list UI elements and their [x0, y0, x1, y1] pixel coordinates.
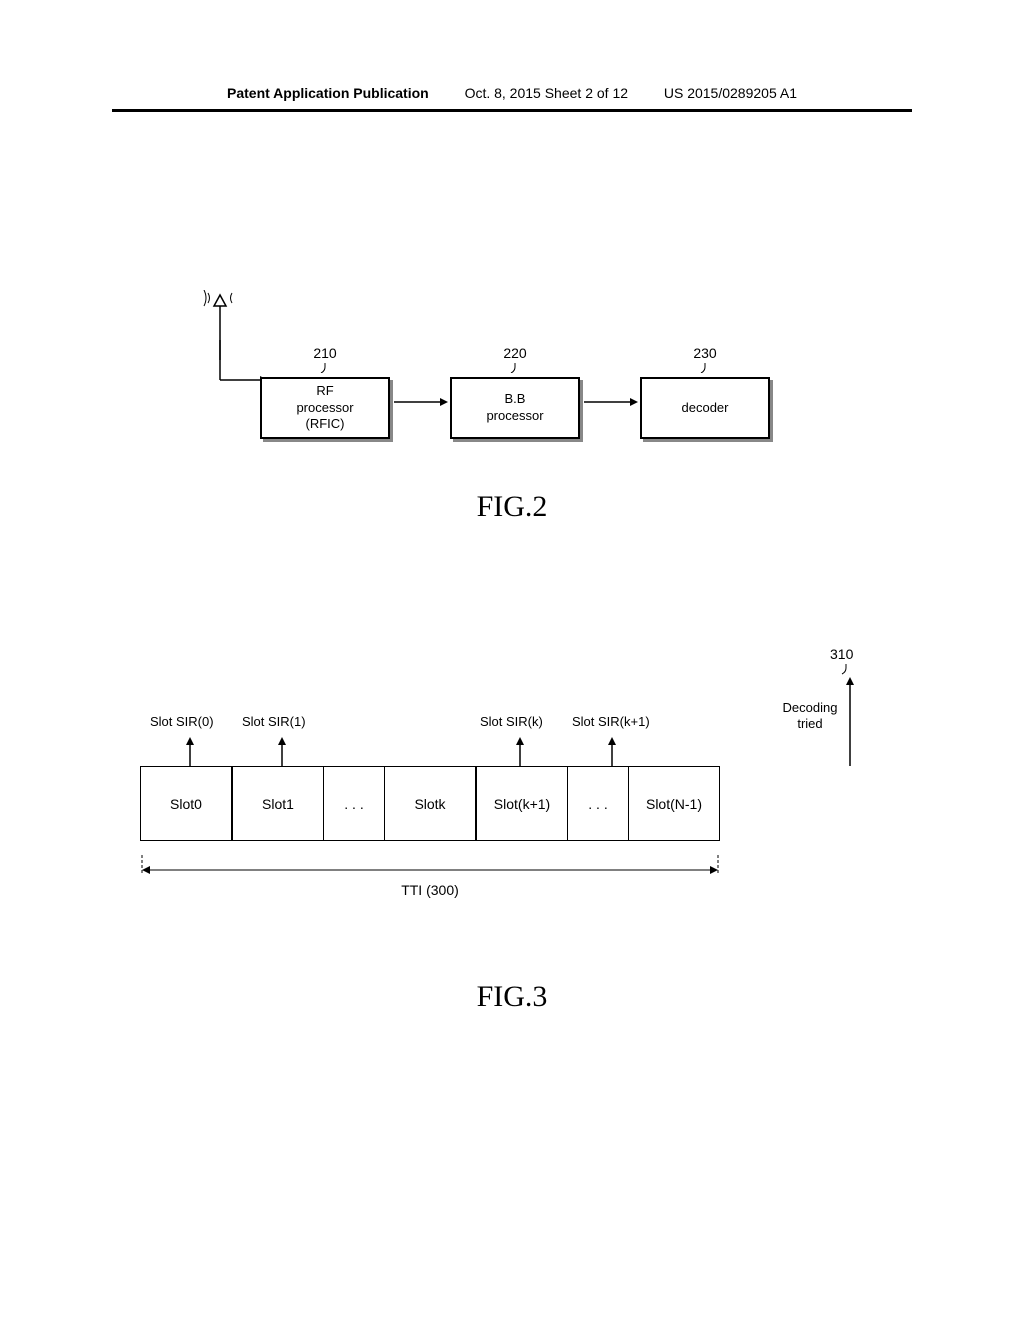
- up-arrow-icon: [184, 736, 196, 766]
- header-publication: Patent Application Publication: [227, 85, 429, 101]
- sir-label: Slot SIR(k+1): [572, 714, 650, 729]
- block-group-rf: 210 RF processor (RFIC): [260, 345, 390, 439]
- ref-310-tick: [840, 664, 852, 676]
- sir-labels-row: Slot SIR(0) Slot SIR(1) Slot SIR(k) Slot SI…: [140, 700, 870, 740]
- ref-tick-icon: [319, 363, 331, 373]
- fig3-diagram: 310 Slot SIR(0)Slot SIR(1)Slot SIR(k)Slo…: [140, 700, 870, 960]
- ref-220: 220: [503, 345, 526, 361]
- block-group-bb: 220 B.B processor: [450, 345, 580, 439]
- tti-label: TTI (300): [140, 882, 720, 898]
- rf-line2: processor: [296, 400, 353, 417]
- slot-box: Slot0: [140, 766, 232, 841]
- sir-label: Slot SIR(0): [150, 714, 214, 729]
- decoder-block: decoder: [640, 377, 770, 439]
- tti-dimension-arrow: [140, 855, 870, 885]
- up-arrow-icon: [514, 736, 526, 766]
- rf-line3: (RFIC): [306, 416, 345, 433]
- rf-processor-block: RF processor (RFIC): [260, 377, 390, 439]
- antenna-icon: [200, 290, 240, 340]
- block-group-decoder: 230 decoder: [640, 345, 770, 439]
- block-row: 210 RF processor (RFIC) 220 B.B processo…: [260, 345, 770, 439]
- bb-line1: B.B: [505, 391, 526, 408]
- up-arrow-icon: [606, 736, 618, 766]
- slot-row: Slot0Slot1. . .SlotkSlot(k+1). . .Slot(N…: [140, 766, 720, 841]
- rf-line1: RF: [316, 383, 333, 400]
- ref-210: 210: [313, 345, 336, 361]
- decoder-line1: decoder: [682, 400, 729, 417]
- header-patent-number: US 2015/0289205 A1: [664, 85, 797, 101]
- up-arrow-icon: [276, 736, 288, 766]
- fig3-caption: FIG.3: [0, 980, 1024, 1014]
- ref-tick-icon: [509, 363, 521, 373]
- slot-box: Slot(k+1): [476, 766, 568, 841]
- arrow-rf-to-bb: [390, 371, 450, 433]
- header-date-sheet: Oct. 8, 2015 Sheet 2 of 12: [465, 85, 628, 101]
- decoding-tried-label: Decoding tried: [770, 700, 850, 731]
- sir-label: Slot SIR(k): [480, 714, 543, 729]
- bb-line2: processor: [486, 408, 543, 425]
- slot-ellipsis: . . .: [568, 766, 628, 841]
- ref-tick-icon: [699, 363, 711, 373]
- slot-box: Slot1: [232, 766, 324, 841]
- slot-ellipsis: . . .: [324, 766, 384, 841]
- bb-processor-block: B.B processor: [450, 377, 580, 439]
- slot-box: Slot(N-1): [628, 766, 720, 841]
- ref-230: 230: [693, 345, 716, 361]
- page-header: Patent Application Publication Oct. 8, 2…: [112, 85, 912, 112]
- slot-box: Slotk: [384, 766, 476, 841]
- ref-310: 310: [830, 646, 853, 662]
- fig2-caption: FIG.2: [0, 490, 1024, 524]
- sir-label: Slot SIR(1): [242, 714, 306, 729]
- fig2-diagram: 210 RF processor (RFIC) 220 B.B processo…: [180, 290, 860, 460]
- arrow-bb-to-decoder: [580, 371, 640, 433]
